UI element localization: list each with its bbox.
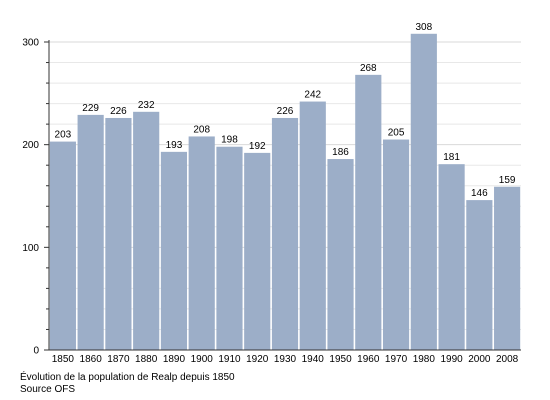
x-tick-label: 1900 — [191, 354, 214, 365]
data-label: 198 — [221, 135, 238, 146]
x-tick-label: 1980 — [413, 354, 436, 365]
bar — [494, 186, 521, 350]
data-label: 242 — [304, 90, 321, 101]
bars — [49, 33, 521, 351]
x-tick-label: 2008 — [496, 354, 519, 365]
x-tick-label: 1870 — [107, 354, 130, 365]
chart-source: Source OFS — [20, 384, 76, 395]
x-tick-label: 1920 — [246, 354, 269, 365]
y-tick-label: 0 — [33, 346, 39, 357]
y-tick-label: 300 — [22, 38, 39, 49]
bar — [160, 151, 188, 350]
x-tick-label: 1960 — [357, 354, 380, 365]
bar — [188, 136, 215, 350]
x-tick-label: 1880 — [135, 354, 158, 365]
bar — [271, 117, 299, 351]
data-label: 181 — [443, 152, 460, 163]
bar — [382, 139, 410, 350]
data-label: 232 — [138, 100, 155, 111]
labels: 203 229 226 232 193 208 198 192 226 242 186 268 205 3… — [22, 22, 518, 365]
bar — [299, 101, 326, 351]
data-label: 226 — [277, 106, 294, 117]
data-label: 146 — [471, 188, 488, 199]
x-tick-label: 1850 — [52, 354, 75, 365]
x-tick-label: 1950 — [329, 354, 352, 365]
axes — [44, 40, 521, 351]
x-tick-label: 1990 — [440, 354, 463, 365]
bar — [410, 33, 437, 350]
bar — [77, 114, 104, 350]
data-label: 308 — [415, 22, 432, 33]
data-label: 208 — [193, 124, 210, 135]
data-label: 159 — [499, 175, 516, 186]
data-label: 268 — [360, 63, 377, 74]
bar — [105, 117, 132, 351]
bar — [327, 159, 354, 350]
x-tick-label: 1910 — [218, 354, 241, 365]
data-label: 192 — [249, 141, 266, 152]
bar — [216, 146, 243, 350]
bar — [244, 152, 271, 350]
x-tick-label: 1940 — [302, 354, 325, 365]
y-tick-label: 100 — [22, 243, 39, 254]
data-label: 203 — [55, 130, 72, 141]
bar — [49, 141, 76, 350]
x-tick-label: 1970 — [385, 354, 408, 365]
bar — [355, 74, 382, 350]
data-label: 186 — [332, 147, 349, 158]
x-tick-label: 1890 — [163, 354, 186, 365]
y-tick-label: 200 — [22, 140, 39, 151]
bar — [133, 111, 160, 351]
chart-caption: Évolution de la population de Realp depu… — [20, 372, 235, 383]
data-label: 226 — [110, 106, 127, 117]
x-tick-label: 2000 — [468, 354, 491, 365]
data-label: 229 — [82, 103, 99, 114]
bar — [438, 164, 465, 350]
x-tick-label: 1930 — [274, 354, 297, 365]
data-label: 205 — [388, 128, 405, 139]
x-tick-label: 1860 — [80, 354, 103, 365]
bar — [466, 200, 493, 350]
data-label: 193 — [166, 140, 183, 151]
